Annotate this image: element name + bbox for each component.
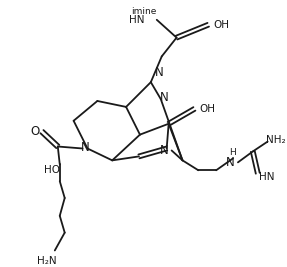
Text: OH: OH: [213, 20, 229, 30]
Text: N: N: [155, 66, 164, 79]
Text: NH₂: NH₂: [266, 135, 285, 144]
Text: imine: imine: [131, 7, 157, 16]
Text: O: O: [30, 125, 40, 138]
Text: N: N: [226, 156, 234, 169]
Text: N: N: [160, 91, 169, 104]
Text: HO: HO: [44, 165, 60, 175]
Text: HN: HN: [259, 172, 274, 182]
Text: H: H: [230, 148, 236, 157]
Text: OH: OH: [199, 104, 215, 114]
Text: HN: HN: [129, 15, 145, 25]
Text: H₂N: H₂N: [37, 256, 57, 266]
Text: N: N: [81, 141, 90, 154]
Text: N: N: [160, 144, 169, 157]
